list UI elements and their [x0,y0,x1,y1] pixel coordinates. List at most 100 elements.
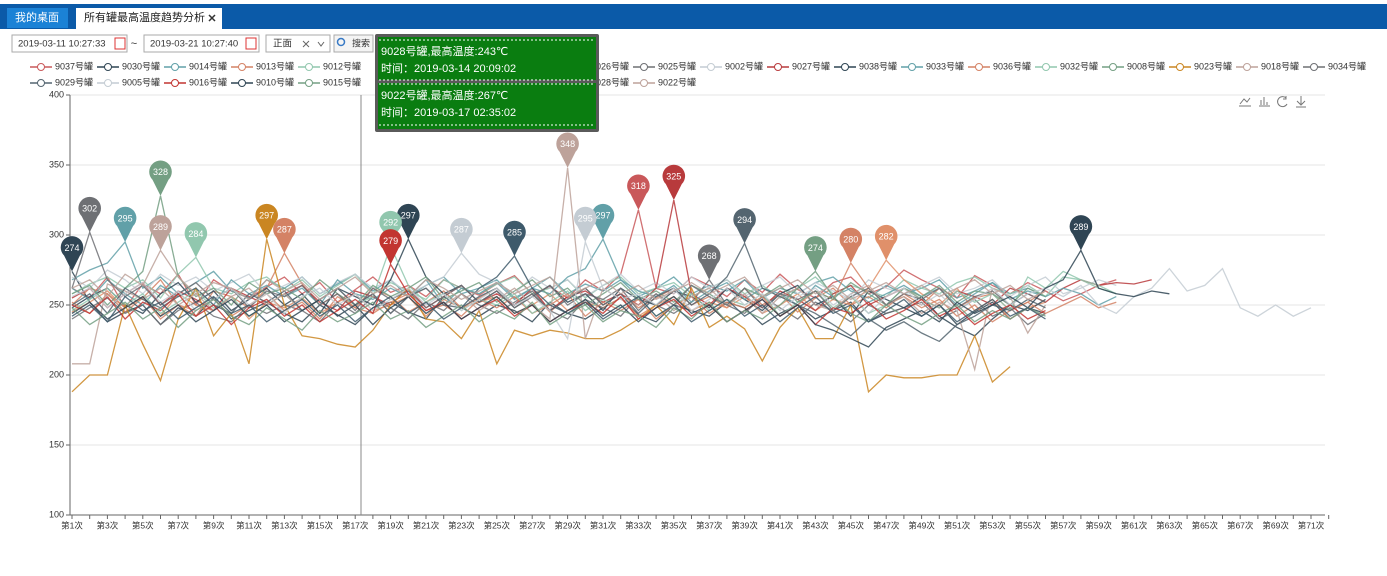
bar-icon[interactable] [1259,97,1270,107]
legend-icon [908,63,916,71]
x-tick-label: 第11次 [236,520,262,530]
legend-label: 9033号罐 [926,60,964,71]
close-icon[interactable] [208,14,216,22]
x-tick-label: 第19次 [377,520,404,530]
select[interactable] [265,34,331,53]
max-label: 274 [808,243,823,253]
max-label: 289 [1073,222,1088,232]
legend-label: 9014号罐 [189,60,227,71]
max-pin [255,203,279,240]
max-label: 289 [153,222,168,232]
y-tick-label: 200 [49,369,64,379]
x-tick-label: 第57次 [1050,520,1077,530]
x-tick-label: 第9次 [203,520,225,530]
x-tick-label: 第39次 [731,520,758,530]
x-tick-label: 第31次 [590,520,617,530]
x-tick-label: 第3次 [97,520,119,530]
legend-label: 9034号罐 [1328,60,1366,71]
series-line [71,195,1046,306]
max-pin [379,210,402,247]
x-tick-label: 第27次 [519,520,546,530]
tab[interactable] [7,8,68,28]
tab-label: 我的桌面 [15,10,59,24]
x-tick-label: 第15次 [307,520,334,530]
legend-label: 9032号罐 [1060,60,1098,71]
tooltip-title: 9028号罐,最高温度:243℃ [381,44,508,58]
tooltip-divider [379,39,595,126]
legend-icon [774,63,782,71]
select-text: 正面 [273,39,292,50]
x-tick-label: 第43次 [802,520,829,530]
legend-label: 9026号罐 [591,60,629,71]
search-icon [336,37,346,47]
max-pin [149,160,172,196]
line-icon[interactable] [1239,97,1251,107]
download-icon[interactable] [1296,96,1306,108]
x-tick-label: 第47次 [873,520,900,530]
max-label: 287 [454,225,469,235]
calendar-icon[interactable] [114,37,126,50]
max-label: 318 [631,181,646,191]
refresh-icon[interactable] [1277,96,1288,108]
max-pin [874,224,898,261]
legend-icon [1310,63,1318,71]
tab-label: 所有罐最高温度趋势分析 [84,10,205,24]
max-label: 279 [383,236,398,246]
x-tick-label: 第51次 [944,520,971,530]
legend-label: 9036号罐 [993,60,1031,71]
max-pin [804,236,827,272]
legend-icon [104,63,112,71]
overlay: 9028号罐,最高温度:243℃ 时间：2019-03-14 20:09:02 … [375,34,599,132]
legend-label: 9012号罐 [323,60,361,71]
legend-label: 9030号罐 [122,60,160,71]
legend-label: 9002号罐 [725,60,763,71]
legend-label: 9029号罐 [55,76,93,87]
date-input[interactable] [11,34,128,53]
tooltip-item [378,83,596,129]
calendar-icon[interactable] [245,37,257,50]
max-pin [397,203,420,240]
legend-label: 9008号罐 [1127,60,1165,71]
legend-icon [975,63,983,71]
series-line [71,249,1170,348]
legend-icon [171,63,179,71]
legend-label: 9037号罐 [55,60,93,71]
y-tick-label: 300 [49,229,64,239]
x-tick-label: 第65次 [1192,520,1219,530]
legend-icon [707,63,715,71]
tooltip-item [378,37,596,80]
max-label: 294 [737,215,752,225]
legend-label: 9013号罐 [256,60,294,71]
max-label: 297 [401,211,416,221]
legend-icon [1176,63,1184,71]
max-label: 297 [259,211,274,221]
series-line [71,237,1046,337]
max-pin [273,217,296,254]
max-pin [839,227,863,263]
legend-label: 9016号罐 [189,76,227,87]
x-tick-label: 第5次 [132,520,154,530]
x-tick-label: 第33次 [625,520,652,530]
x-tick-label: 第63次 [1156,520,1183,530]
max-pin [450,217,473,254]
max-pin [184,222,208,258]
x-tick-label: 第1次 [61,520,83,530]
max-label: 302 [82,204,97,214]
x-tick-label: 第29次 [554,520,581,530]
tab-active[interactable] [76,8,222,29]
series-line [71,249,1046,301]
x-tick-label: 第55次 [1015,520,1042,530]
legend-icon [37,63,45,71]
date-text: 2019-03-21 10:27:40 [150,39,238,50]
series-line [71,252,1117,301]
max-pin [733,208,756,244]
max-pin [60,236,84,272]
tooltip-title: 9022号罐,最高温度:267℃ [381,88,508,102]
max-label: 274 [64,243,79,253]
max-pin [556,132,579,168]
legend-label: 9015号罐 [323,76,361,87]
date-input[interactable] [143,34,260,53]
legend-icon [1109,63,1117,71]
